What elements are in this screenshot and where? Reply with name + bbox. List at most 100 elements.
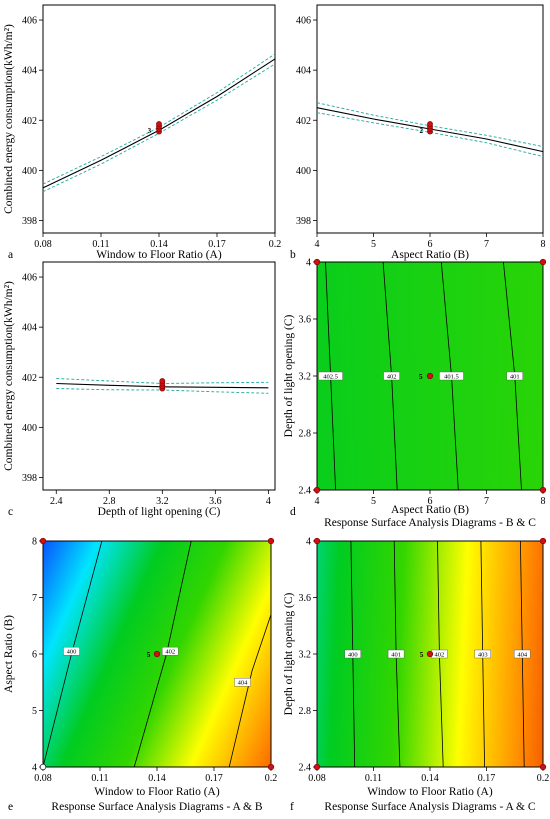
design-point-f-4 [426,650,434,658]
replicate-count-d: 5 [419,373,423,381]
y-tick-label-f-4: 4 [306,537,311,548]
corner-point-d-2 [313,258,321,266]
contour-label-f-0: 400 [348,651,358,658]
plot-frame-b [316,4,544,234]
x-axis-label-c: Depth of light opening (C) [98,506,221,518]
corner-point-d-3 [539,258,547,266]
x-tick-label-b-2: 6 [428,239,433,250]
contour-label-f-2: 402 [435,651,445,658]
replicate-count-e: 5 [147,651,151,659]
contour-label-d-3: 401 [510,373,520,380]
x-tick-label-b-0: 4 [315,239,320,250]
y-tick-label-d-4: 4 [306,258,311,269]
y-tick-label-b-2: 402 [296,116,311,127]
contour-label-f-4: 404 [517,651,528,658]
y-tick-label-d-3: 3.6 [299,315,312,326]
x-tick-label-d-3: 7 [484,496,489,507]
panel-letter-e: e [8,801,13,813]
corner-point-f-1 [539,763,547,771]
x-tick-label-c-0: 2.4 [50,496,63,507]
contour-label-d-1: 402 [387,373,397,380]
x-tick-label-f-3: 0.17 [478,773,496,784]
contour-label-box-f-0 [344,649,361,659]
contour-label-d-2: 401.5 [444,373,459,380]
replicate-count-b: 2 [420,127,424,135]
y-tick-label-a-4: 406 [22,16,37,27]
y-tick-label-c-1: 400 [22,423,37,434]
x-tick-label-d-2: 6 [428,496,433,507]
y-tick-label-b-0: 398 [296,216,311,227]
y-tick-label-f-0: 2.4 [299,763,312,774]
y-tick-label-f-2: 3.2 [299,650,312,661]
y-tick-label-f-1: 2.8 [299,706,312,717]
contour-label-e-2: 404 [238,680,249,687]
chart-panel-b: 4 5 6 7 8 398 400 402 404 406 2 Aspect Ratio (B) b [290,4,546,261]
design-point-e-4 [153,650,161,658]
contour-label-e-0: 400 [67,649,77,656]
chart-panel-f: 400 401 402 403 404 0.08 0.11 0.14 0.17 0.2 2.4 2.8… [283,537,549,814]
x-axis-label-e: Window to Floor Ratio (A) [94,786,220,798]
corner-point-f-0 [313,763,321,771]
x-tick-label-b-3: 7 [484,239,489,250]
panel-letter-d: d [290,506,296,518]
design-point-d-4 [426,372,434,380]
y-tick-label-d-1: 2.8 [299,429,312,440]
y-axis-label-f: Depth of light opening (C) [283,593,295,716]
x-tick-label-e-2: 0.14 [148,773,166,784]
y-axis-label-a: Combined energy consumption(kWh/m²) [3,24,15,214]
panel-letter-c: c [8,506,13,518]
design-point-b-3 [427,121,433,127]
y-axis-label-d: Depth of light opening (C) [283,315,295,438]
panel-caption-e: Response Surface Analysis Diagrams - A &… [51,801,262,813]
contour-label-box-d-1 [383,371,400,381]
contour-label-box-d-2 [439,371,464,381]
y-tick-label-a-1: 400 [22,166,37,177]
contour-label-d-0: 402.5 [323,373,338,380]
x-axis-label-a: Window to Floor Ratio (A) [96,249,222,261]
x-tick-label-a-0: 0.08 [34,239,52,250]
x-tick-label-e-3: 0.17 [205,773,223,784]
y-tick-label-a-3: 404 [22,66,37,77]
panel-caption-d: Response Surface Analysis Diagrams - B &… [324,517,536,529]
y-tick-label-a-2: 402 [22,116,37,127]
x-tick-label-e-0: 0.08 [34,773,52,784]
contour-label-box-d-0 [318,371,343,381]
x-axis-label-f: Window to Floor Ratio (A) [367,786,493,798]
y-axis-label-e: Aspect Ratio (B) [3,615,15,693]
x-tick-label-b-4: 8 [541,239,546,250]
y-tick-label-c-2: 402 [22,373,37,384]
replicate-count-a: 3 [148,127,152,135]
design-point-c-3 [159,378,166,384]
corner-point-d-0 [313,486,321,494]
x-tick-label-a-4: 0.2 [269,239,282,250]
corner-point-f-2 [313,537,321,545]
x-tick-label-f-0: 0.08 [308,773,326,784]
y-tick-label-e-4: 8 [32,537,37,548]
contour-label-box-e-2 [234,678,251,687]
panel-caption-f: Response Surface Analysis Diagrams - A &… [324,801,535,813]
x-tick-label-a-3: 0.17 [208,239,226,250]
chart-panel-a: 0.08 0.11 0.14 0.17 0.2 398 400 402 404 406 3 Windo… [3,4,282,261]
x-tick-label-c-4: 4 [266,496,271,507]
x-tick-label-e-4: 0.2 [265,773,278,784]
design-point-a-3 [156,121,162,127]
plot-frame-a [42,4,276,234]
y-tick-label-b-1: 400 [296,166,311,177]
contour-label-f-3: 403 [478,651,488,658]
x-tick-label-b-1: 5 [371,239,376,250]
x-tick-label-f-2: 0.14 [421,773,439,784]
x-tick-label-f-1: 0.11 [365,773,382,784]
series-ci-lower-b [316,112,544,158]
y-tick-label-e-1: 5 [32,706,37,717]
contour-label-f-1: 401 [391,651,401,658]
corner-point-e-1 [267,763,275,771]
x-tick-label-a-1: 0.11 [92,239,109,250]
corner-point-e-0 [39,763,47,771]
y-tick-label-e-3: 7 [32,593,37,604]
x-tick-label-c-2: 3.2 [156,496,169,507]
y-tick-label-c-4: 406 [22,273,37,284]
x-tick-label-c-1: 2.8 [103,496,116,507]
y-tick-label-f-3: 3.6 [299,593,312,604]
y-tick-label-c-0: 398 [22,473,37,484]
